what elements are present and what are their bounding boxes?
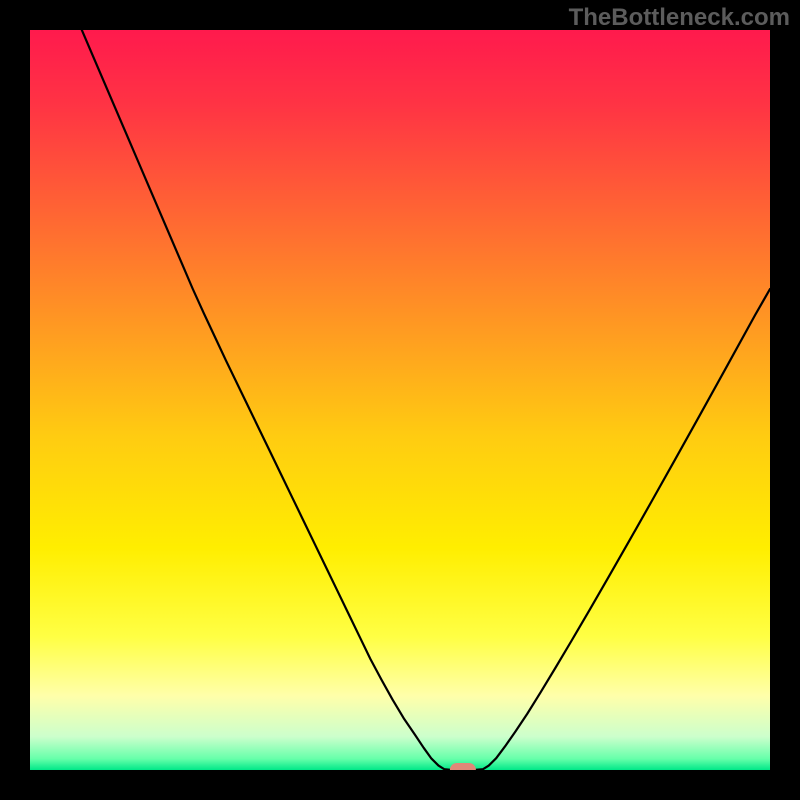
watermark-text: TheBottleneck.com <box>569 4 790 32</box>
bottleneck-curve <box>82 30 770 770</box>
curve-layer <box>30 30 770 770</box>
figure-root: TheBottleneck.com <box>0 0 800 800</box>
optimal-marker <box>450 763 476 770</box>
plot-area <box>30 30 770 770</box>
